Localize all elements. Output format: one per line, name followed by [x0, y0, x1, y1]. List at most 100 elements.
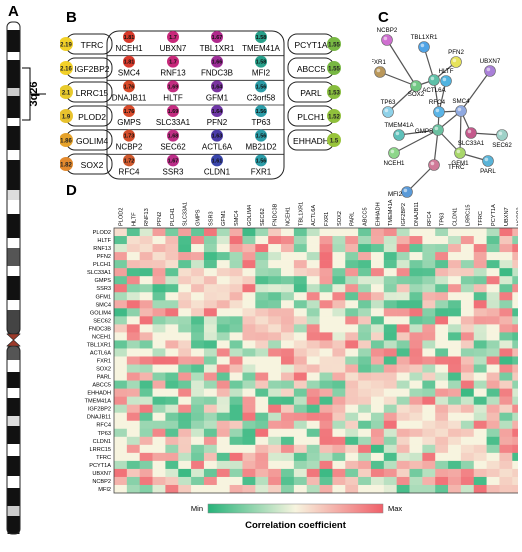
network-node-label: PFN2 — [448, 49, 464, 56]
gene-card-name: EHHADH — [293, 136, 329, 146]
network-node — [388, 147, 400, 159]
heatmap-cell — [473, 412, 487, 422]
heatmap-cell — [281, 420, 295, 430]
heatmap-cell — [448, 364, 462, 373]
heatmap-cell — [229, 412, 243, 422]
gene-badge-value: 1.58 — [256, 35, 267, 41]
heatmap-cell — [139, 268, 153, 277]
heatmap-cell — [499, 236, 513, 245]
heatmap-cell — [152, 236, 166, 245]
heatmap-cell — [114, 380, 128, 389]
heatmap-row-label: PARL — [97, 375, 111, 381]
heatmap-cell — [370, 316, 385, 325]
heatmap-cell — [255, 372, 269, 381]
gene-badge — [60, 109, 73, 123]
heatmap-cell — [448, 404, 462, 413]
heatmap-cell — [345, 252, 359, 261]
heatmap-cell — [255, 364, 269, 373]
heatmap-cell — [293, 332, 308, 341]
heatmap-cell — [435, 476, 449, 486]
heatmap-cell — [203, 460, 218, 470]
heatmap-cell — [216, 460, 230, 470]
network-node-highlight — [434, 126, 439, 131]
heatmap-cell — [191, 284, 205, 293]
chromosome-band — [7, 398, 20, 416]
heatmap-cell — [409, 332, 423, 341]
heatmap-cell — [191, 356, 205, 365]
heatmap-cell — [396, 236, 410, 245]
heatmap-cell — [139, 372, 153, 381]
heatmap-cell — [422, 428, 436, 438]
heatmap-cell — [422, 348, 436, 357]
heatmap-cell — [242, 348, 256, 357]
heatmap-row-label: GOLIM4 — [90, 310, 111, 316]
heatmap-cell — [293, 252, 308, 261]
heatmap-cell — [203, 276, 218, 285]
heatmap-cell — [306, 444, 320, 454]
heatmap-cell — [383, 284, 397, 293]
network-edge — [459, 110, 462, 154]
heatmap-cell — [358, 364, 372, 373]
heatmap-cell — [512, 308, 518, 317]
heatmap-cell — [383, 404, 397, 413]
heatmap-cell — [306, 380, 320, 389]
heatmap-cell — [293, 292, 308, 301]
heatmap-cell — [435, 316, 449, 325]
heatmap-cell — [435, 396, 449, 405]
heatmap-cell — [114, 292, 128, 301]
heatmap-cell — [242, 396, 256, 405]
heatmap-cell — [191, 348, 205, 357]
gene-badge-value: 1.55 — [328, 67, 340, 73]
heatmap-cell — [306, 484, 320, 494]
heatmap-row-label: GMPS — [95, 278, 112, 284]
heatmap-cell — [512, 268, 518, 277]
heatmap-cell — [383, 228, 397, 237]
heatmap-cell — [499, 436, 513, 446]
heatmap-cell — [126, 300, 140, 309]
gene-badge-value: 1.7 — [169, 35, 177, 41]
heatmap-cell — [191, 484, 205, 494]
heatmap-cell — [242, 404, 256, 413]
heatmap-cell — [345, 332, 359, 341]
heatmap-cell — [203, 268, 218, 277]
heatmap-cell — [229, 460, 243, 470]
heatmap-cell — [114, 316, 128, 325]
heatmap-cell — [126, 420, 140, 430]
heatmap-cell — [306, 324, 320, 333]
heatmap-cell — [255, 236, 269, 245]
heatmap-cell — [139, 284, 153, 293]
heatmap-cell — [306, 468, 320, 478]
gene-grid-name: RFC4 — [119, 167, 140, 176]
heatmap-cell — [216, 340, 230, 349]
heatmap-cell — [203, 436, 218, 446]
network-node — [482, 155, 494, 167]
heatmap-cell — [319, 484, 333, 494]
heatmap-col-label: PFN2 — [157, 212, 163, 226]
legend-title: Correlation coefficient — [245, 520, 347, 531]
heatmap-cell — [486, 476, 500, 486]
heatmap-cell — [358, 412, 372, 422]
network-node-label: SMC4 — [452, 98, 470, 105]
heatmap-cell — [152, 396, 166, 405]
heatmap-cell — [448, 252, 462, 261]
heatmap-cell — [281, 356, 295, 365]
heatmap-col-label: TMEM41A — [388, 199, 394, 226]
heatmap-cell — [486, 292, 500, 301]
heatmap-cell — [281, 260, 295, 269]
heatmap-row-label: TBL1XR1 — [87, 342, 111, 348]
heatmap-cell — [268, 404, 282, 413]
heatmap-cell — [499, 332, 513, 341]
heatmap-cell — [178, 380, 192, 389]
heatmap-cell — [268, 268, 282, 277]
heatmap-cell — [152, 428, 166, 438]
heatmap-cell — [216, 476, 230, 486]
heatmap-cell — [268, 452, 282, 462]
gene-badge — [327, 133, 341, 147]
heatmap-cell — [435, 260, 449, 269]
heatmap-cell — [242, 364, 256, 373]
heatmap-cell — [203, 452, 218, 462]
heatmap-cell — [409, 228, 423, 237]
heatmap-col-label: TBL1XR1 — [298, 202, 304, 226]
heatmap-cell — [126, 284, 140, 293]
heatmap-cell — [255, 244, 269, 253]
